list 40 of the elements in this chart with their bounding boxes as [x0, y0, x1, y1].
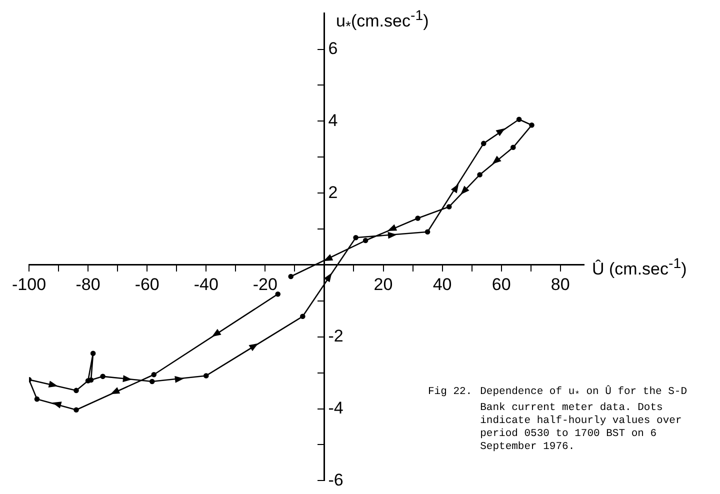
y-axis-title: u$_{*}$(cm.sec$^{-1}$) [336, 8, 429, 36]
point [300, 314, 306, 320]
point [424, 229, 430, 235]
x-tick-label: -20 [252, 274, 278, 294]
y-tick-label: 2 [328, 182, 338, 202]
point [510, 144, 516, 150]
point [275, 291, 281, 297]
x-tick-label: -40 [194, 274, 218, 294]
x-tick-label: 60 [492, 274, 511, 294]
y-tick-label: -2 [328, 326, 344, 346]
point [353, 235, 358, 240]
point [74, 407, 79, 413]
point [34, 396, 40, 402]
point [100, 374, 106, 380]
point [477, 172, 482, 178]
y-tick-label: -6 [328, 470, 344, 490]
x-axis-title: Û (cm.sec$^{-1}$) [592, 256, 687, 280]
x-tick-label: 80 [550, 274, 570, 294]
point [288, 274, 294, 280]
y-tick-label: 4 [328, 110, 338, 130]
x-tick-label: -60 [134, 274, 160, 294]
point [446, 204, 452, 210]
point [74, 388, 79, 394]
point [415, 216, 420, 221]
point [90, 350, 96, 356]
point [149, 378, 155, 384]
point [203, 373, 209, 378]
x-tick-label: -100 [12, 274, 46, 294]
annotation: Dependence of u$_{*}$ on Û for the S-D Bank current meter data. Dots indicate half-hourly values over period 0530 to 1700 BST on 6 September 1976. [480, 386, 688, 454]
point [362, 238, 368, 244]
point [529, 122, 534, 128]
point [151, 372, 157, 378]
annotation: Fig 22. [428, 386, 472, 400]
y-tick-label: 6 [328, 38, 338, 58]
y-tick-label: -4 [328, 398, 344, 418]
point [516, 116, 522, 122]
x-tick-label: 40 [432, 274, 452, 294]
point [480, 140, 486, 146]
x-tick-label: 20 [374, 274, 393, 294]
x-tick-label: -80 [76, 274, 100, 294]
